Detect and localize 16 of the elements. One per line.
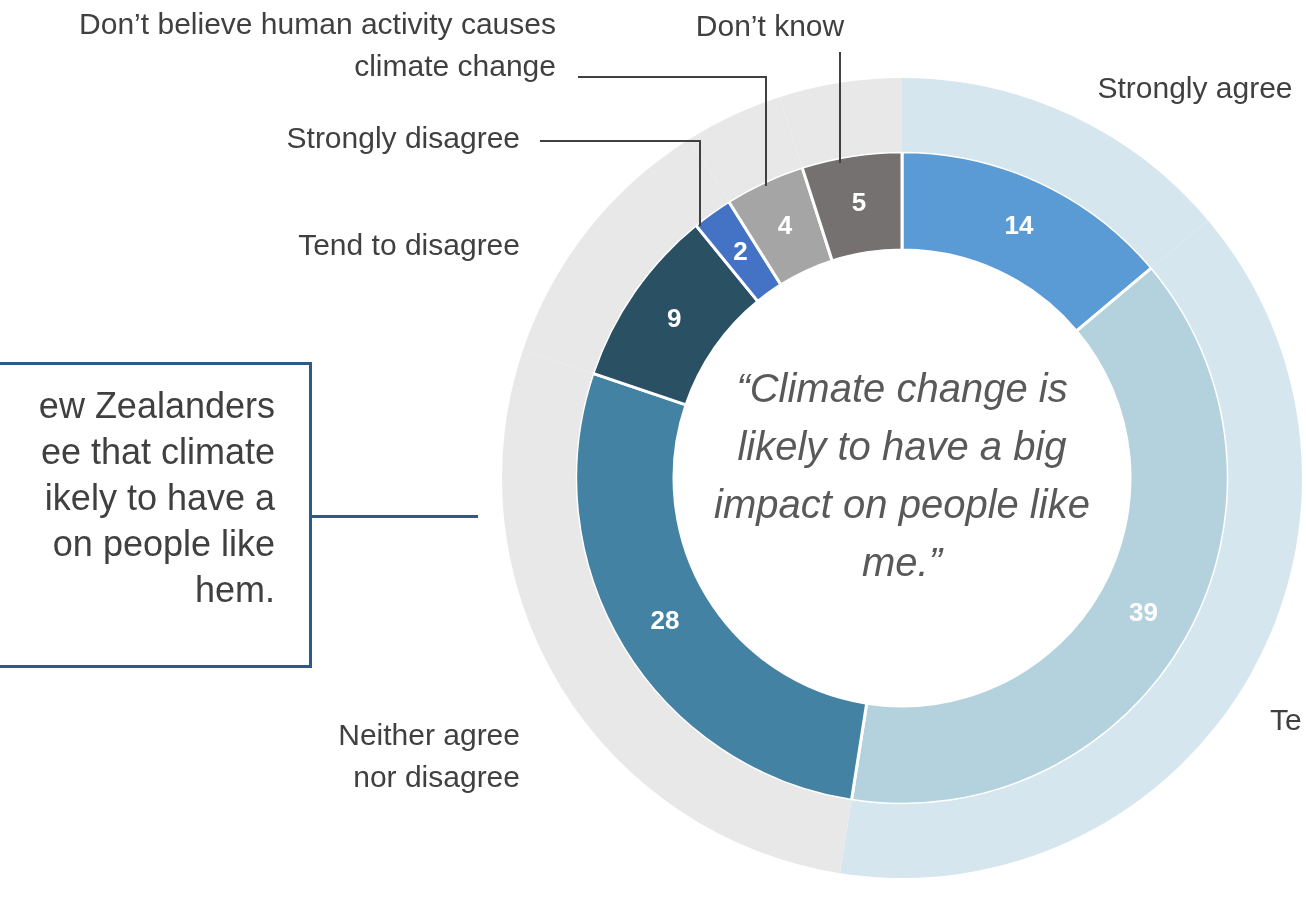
slice-label: Te <box>1270 703 1302 737</box>
data-label: 9 <box>667 303 682 334</box>
data-label: 39 <box>1128 597 1158 628</box>
data-label: 2 <box>733 235 748 266</box>
slice-label: Don’t know <box>695 9 845 43</box>
data-label: 4 <box>777 209 793 240</box>
slice-label: Strongly agree <box>1097 71 1293 105</box>
slice-label: Neither agree nor disagree <box>338 718 520 794</box>
text: ew Zealanders ee that climate ikely to have a on people like hem. <box>0 362 312 668</box>
data-label: 28 <box>650 604 680 635</box>
slice-label: Don’t believe human activity causes climate change <box>79 7 556 83</box>
slice-label: Strongly disagree <box>286 121 520 155</box>
data-label: 14 <box>1004 209 1034 240</box>
data-label: 5 <box>851 187 867 218</box>
slice-label: Tend to disagree <box>298 228 520 262</box>
text: “Climate change is likely to have a big impact on people like me.” <box>714 366 1090 585</box>
